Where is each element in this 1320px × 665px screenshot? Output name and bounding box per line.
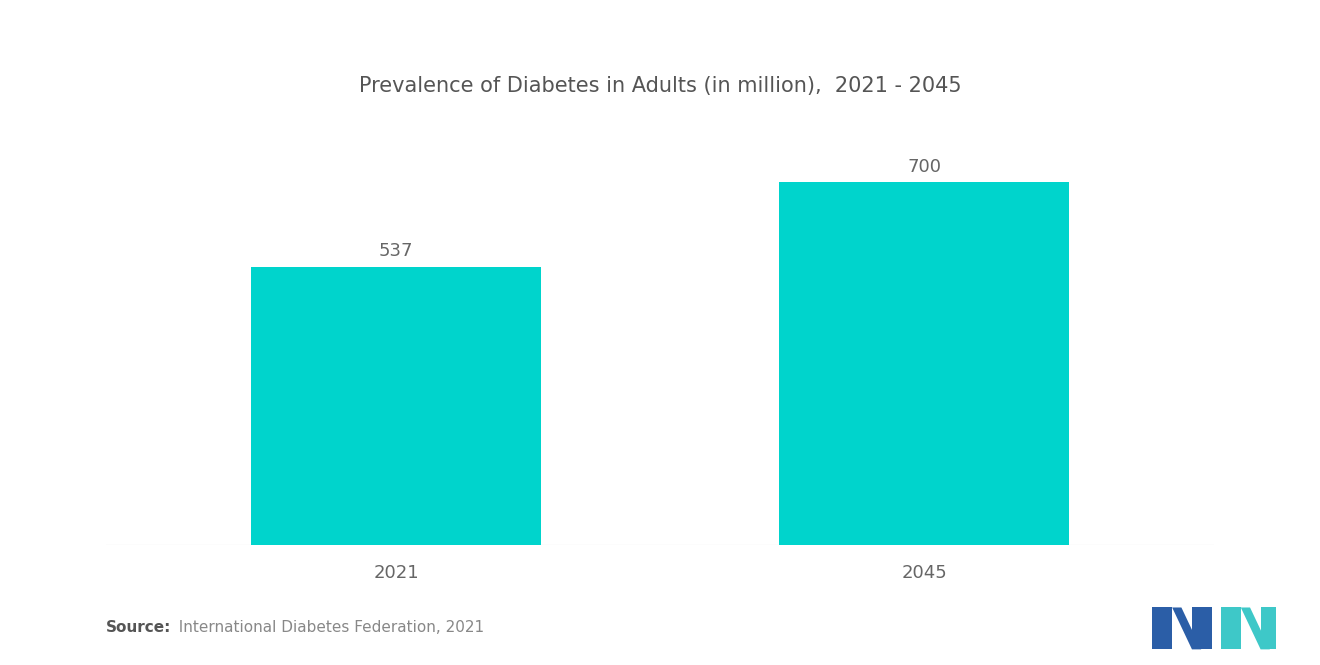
Polygon shape <box>1172 608 1201 649</box>
Text: 537: 537 <box>379 242 413 261</box>
Text: Source:: Source: <box>106 620 172 635</box>
Polygon shape <box>1221 608 1241 649</box>
Title: Prevalence of Diabetes in Adults (in million),  2021 - 2045: Prevalence of Diabetes in Adults (in mil… <box>359 76 961 96</box>
Polygon shape <box>1241 608 1270 649</box>
Bar <box>251 267 541 545</box>
Polygon shape <box>1192 608 1212 649</box>
Text: International Diabetes Federation, 2021: International Diabetes Federation, 2021 <box>169 620 484 635</box>
Bar <box>779 182 1069 545</box>
Polygon shape <box>1261 608 1276 649</box>
Polygon shape <box>1152 608 1172 649</box>
Text: 700: 700 <box>907 158 941 176</box>
